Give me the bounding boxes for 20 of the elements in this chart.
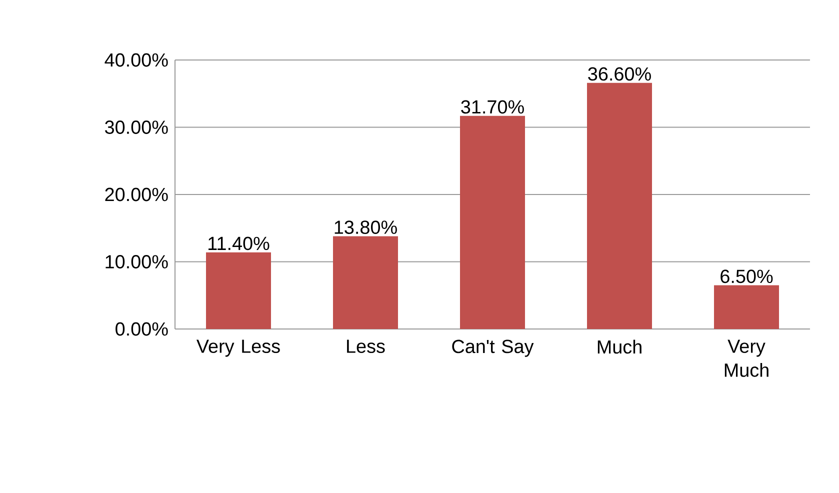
data-label: 11.40% — [208, 236, 270, 250]
x-tick-label: Much — [598, 340, 642, 354]
bar — [587, 82, 652, 329]
y-tick-label: 20.00% — [105, 188, 168, 202]
bar — [206, 252, 271, 329]
bar — [714, 285, 780, 329]
y-tick-label: 30.00% — [105, 120, 168, 134]
data-label: 36.60% — [588, 67, 651, 81]
y-tick-label: 10.00% — [106, 255, 168, 268]
data-label: 13.80% — [334, 220, 397, 234]
bar — [333, 236, 398, 329]
bar — [460, 116, 526, 329]
x-tick-label: Less — [347, 340, 385, 353]
y-tick-label: 40.00% — [104, 53, 168, 67]
x-tick-label: Can't Say — [452, 340, 534, 357]
data-label: 6.50% — [720, 270, 773, 284]
y-tick-label: 0.00% — [116, 322, 168, 336]
data-label: 31.70% — [461, 100, 524, 114]
x-tick-label: Very Less — [196, 340, 280, 357]
x-tick-label: Very Much — [724, 340, 768, 377]
